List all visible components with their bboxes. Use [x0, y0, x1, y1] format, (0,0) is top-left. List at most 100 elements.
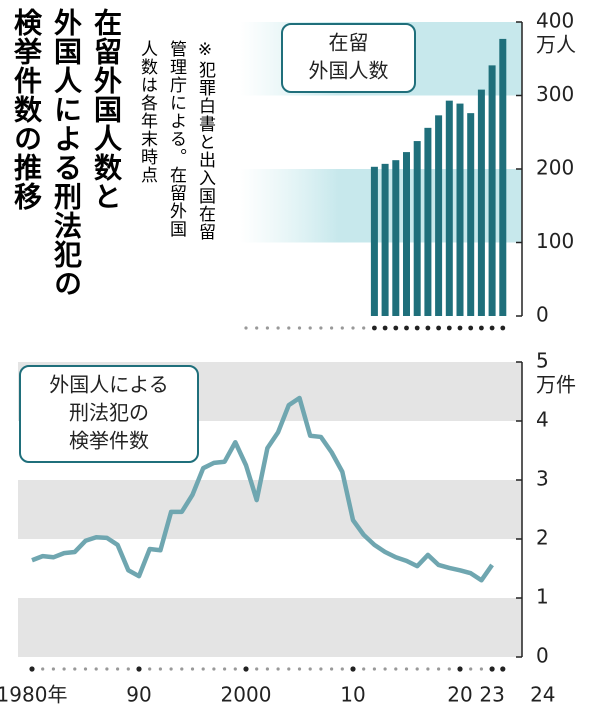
axis-dot: [319, 326, 323, 330]
axis-dot: [223, 667, 227, 671]
axis-dot: [330, 326, 334, 330]
y-tick-label: 2: [536, 526, 549, 550]
x-tick: [29, 666, 35, 672]
x-tick: [136, 666, 142, 672]
axis-dot: [319, 667, 323, 671]
x-tick: [393, 325, 399, 331]
axis-dot: [94, 667, 98, 671]
axis-dot: [287, 667, 291, 671]
x-tick-label: 10: [340, 683, 365, 707]
axis-dot: [201, 667, 205, 671]
axis-dot: [308, 667, 312, 671]
bar: [403, 152, 410, 316]
y-tick-label: 400: [536, 9, 574, 33]
bar: [445, 100, 453, 317]
axis-dot: [383, 667, 387, 671]
axis-dot: [297, 326, 302, 330]
bar: [499, 38, 507, 316]
band: [18, 480, 522, 539]
axis-dot: [169, 667, 173, 671]
axis-dot: [265, 326, 269, 330]
legend-box: [281, 23, 416, 93]
note-line: 管理庁による。在留外国: [166, 40, 186, 238]
x-tick-label: 1980年: [0, 683, 67, 707]
axis-dot: [158, 667, 162, 671]
title-line: 在留外国人数と: [90, 8, 123, 211]
bar: [456, 103, 464, 317]
x-tick: [350, 666, 356, 672]
x-tick-label: 23: [479, 683, 504, 707]
axis-dot: [51, 667, 56, 671]
axis-dot: [73, 667, 77, 671]
axis-dot: [233, 667, 237, 671]
axis-dot: [255, 326, 259, 330]
axis-dot: [287, 326, 291, 330]
axis-dot: [276, 326, 280, 330]
y-tick-label: 5: [536, 349, 549, 373]
note-line: 人数は各年末時点: [137, 40, 157, 184]
x-tick: [436, 325, 441, 331]
unit-label: 万人: [536, 33, 576, 57]
legend-text: 在留: [329, 31, 369, 55]
axis-dot: [437, 667, 441, 671]
bar: [435, 115, 443, 316]
x-tick-label: 24: [530, 683, 555, 707]
axis-dot: [116, 667, 120, 671]
title-line: 検挙件数の推移: [10, 8, 43, 211]
y-tick-label: 4: [536, 408, 549, 432]
axis-dot: [265, 667, 269, 671]
legend-text: 外国人数: [309, 59, 389, 83]
y-tick-label: 1: [536, 585, 549, 609]
axis-dot: [362, 326, 366, 330]
x-tick: [243, 666, 249, 672]
axis-dot: [83, 667, 88, 671]
axis-dot: [447, 667, 451, 671]
axis-dot: [340, 667, 344, 671]
x-tick-label: 20: [447, 683, 472, 707]
bar: [381, 163, 389, 316]
axis-dot: [372, 667, 376, 671]
y-tick-label: 0: [536, 303, 549, 327]
legend-text: 外国人による: [49, 373, 168, 397]
axis-dot: [415, 667, 419, 671]
axis-dot: [469, 667, 473, 671]
legend-text: 検挙件数: [69, 429, 149, 453]
axis-dot: [426, 667, 430, 671]
axis-dot: [62, 667, 66, 671]
x-tick: [404, 325, 409, 331]
x-tick: [479, 325, 484, 331]
axis-dot: [190, 667, 195, 671]
x-tick: [372, 325, 377, 331]
x-tick: [446, 325, 452, 331]
bar: [424, 127, 432, 316]
axis-dot: [255, 667, 259, 671]
legend-text: 刑法犯の: [69, 401, 149, 425]
x-tick: [500, 666, 506, 672]
y-tick-label: 200: [536, 156, 574, 180]
axis-dot: [479, 667, 483, 671]
bar: [392, 160, 400, 316]
x-tick: [489, 325, 495, 331]
unit-label: 万件: [536, 373, 576, 397]
axis-dot: [41, 667, 45, 671]
axis-dot: [394, 667, 398, 671]
y-tick-label: 0: [536, 644, 549, 668]
bar: [413, 141, 421, 316]
axis-dot: [340, 326, 344, 330]
axis-dot: [330, 667, 334, 671]
axis-dot: [308, 326, 312, 330]
axis-dot: [212, 667, 216, 671]
axis-dot: [404, 667, 409, 671]
note-line: ※犯罪白書と出入国在留: [195, 40, 215, 241]
x-tick: [425, 325, 431, 331]
x-tick: [468, 325, 474, 331]
x-tick-label: 2000: [221, 683, 272, 707]
axis-dot: [126, 667, 130, 671]
legend-box: [19, 365, 199, 463]
title-line: 外国人による刑法犯の: [50, 8, 83, 298]
x-tick: [414, 325, 420, 331]
axis-dot: [180, 667, 184, 671]
x-tick: [489, 666, 495, 672]
